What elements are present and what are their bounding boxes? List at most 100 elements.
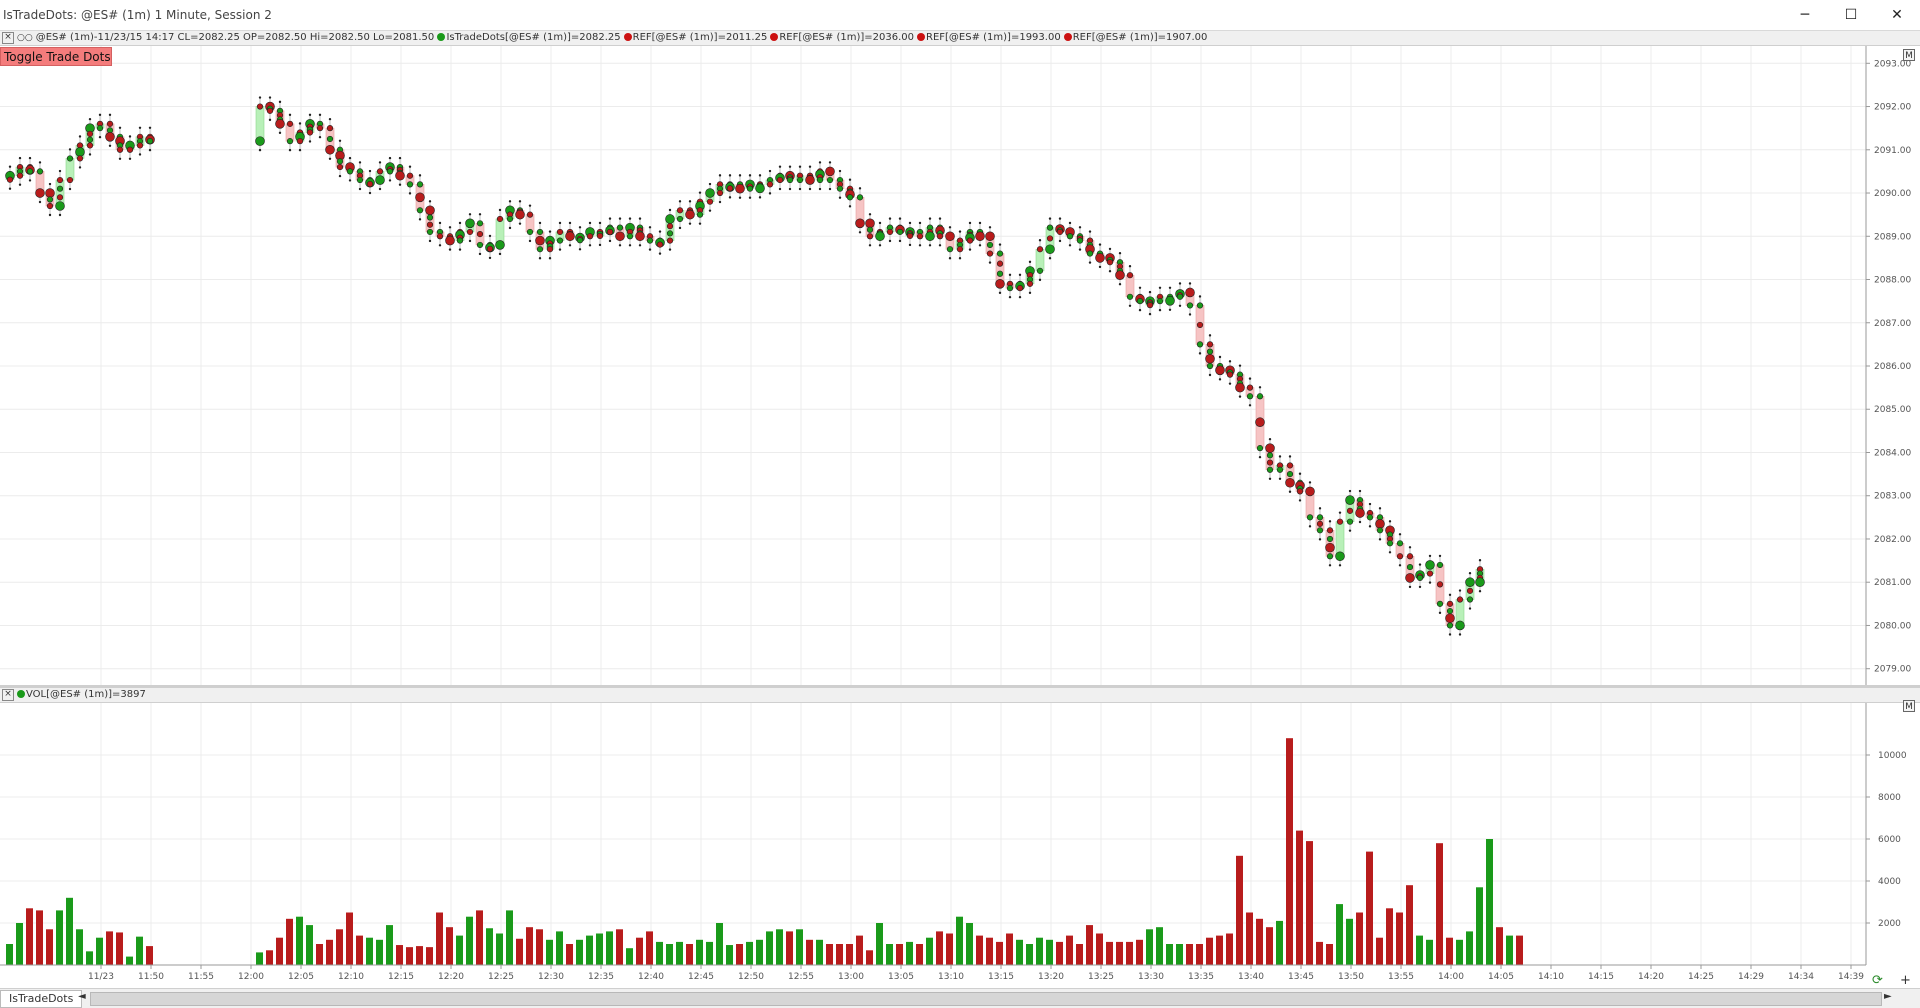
volume-bar — [386, 925, 393, 965]
volume-bar — [376, 939, 383, 965]
price-tick-label: 2085.00 — [1874, 405, 1911, 415]
trade-dot — [1316, 520, 1324, 527]
price-tick-label: 2093.00 — [1874, 59, 1911, 69]
link-icon[interactable]: ○○ — [17, 33, 33, 43]
trade-dot — [476, 220, 484, 227]
trade-dot — [35, 188, 45, 198]
tick-dot — [768, 169, 772, 173]
trade-dot — [1406, 553, 1414, 560]
toggle-trade-dots-button[interactable]: Toggle Trade Dots — [0, 47, 112, 66]
study-dot-icon — [1063, 33, 1072, 41]
trade-dot — [696, 211, 704, 218]
tick-dot — [848, 205, 852, 208]
volume-bar — [546, 939, 553, 965]
price-tick-label: 2086.00 — [1874, 362, 1911, 372]
tick-dot — [668, 208, 672, 212]
close-icon[interactable]: ✕ — [1891, 7, 1903, 23]
scroll-left-icon[interactable]: ◄ — [78, 991, 86, 1002]
scroll-right-icon[interactable]: ► — [1884, 991, 1892, 1002]
trade-dot — [376, 168, 384, 175]
volume-bar — [426, 947, 433, 965]
tick-dot — [1068, 221, 1072, 225]
tick-dot — [358, 187, 362, 191]
tick-dot — [78, 166, 82, 169]
tick-dot — [438, 221, 442, 225]
tick-dot — [1298, 499, 1302, 502]
tick-dot — [518, 200, 522, 203]
trade-dot — [766, 181, 774, 188]
tick-dot — [1198, 295, 1202, 298]
trade-dot — [406, 181, 414, 188]
tick-dot — [758, 196, 762, 199]
trade-dot — [46, 202, 54, 210]
close-volume-pane-icon[interactable]: × — [2, 689, 14, 701]
trade-dot — [1196, 302, 1204, 309]
trade-dot — [1446, 607, 1454, 615]
volume-bar — [796, 929, 803, 965]
volume-bar — [1186, 944, 1193, 965]
volume-bar — [996, 941, 1003, 965]
trade-dot — [615, 231, 625, 242]
tick-dot — [658, 230, 662, 233]
volume-bar — [146, 946, 153, 965]
trade-dot — [1305, 486, 1315, 497]
time-tick-label: 12:20 — [438, 972, 464, 982]
maximize-icon[interactable]: ☐ — [1844, 7, 1858, 23]
trade-dot — [1235, 382, 1245, 393]
trade-dot — [755, 183, 765, 194]
tick-dot — [1108, 270, 1112, 273]
volume-bar — [1216, 935, 1223, 965]
volume-bar — [136, 936, 143, 965]
tick-dot — [28, 156, 32, 160]
trade-dot — [906, 232, 914, 240]
trade-dot — [496, 215, 504, 223]
trade-dot — [1445, 613, 1455, 624]
trade-dot — [515, 209, 525, 220]
close-pane-icon[interactable]: × — [2, 32, 14, 44]
tick-dot — [148, 148, 152, 152]
trade-dot — [1016, 285, 1024, 292]
zoom-in-icon[interactable]: + — [1900, 973, 1911, 988]
pane-divider[interactable] — [0, 685, 1920, 688]
trade-dot — [56, 185, 64, 192]
tick-dot — [388, 156, 392, 160]
trade-dot — [416, 207, 424, 214]
tick-dot — [1148, 290, 1152, 294]
volume-bar — [1056, 941, 1063, 965]
trade-dot — [136, 142, 144, 149]
time-tick-label: 14:10 — [1538, 972, 1564, 982]
trade-dot — [336, 158, 344, 165]
tick-dot — [698, 191, 702, 194]
minimize-icon[interactable]: ─ — [1800, 7, 1810, 23]
volume-bar — [506, 910, 513, 965]
trade-dot — [865, 218, 875, 229]
trade-dot — [1046, 235, 1054, 242]
volume-m-button[interactable]: M — [1903, 700, 1915, 712]
tick-dot — [468, 239, 472, 243]
chart-tab[interactable]: IsTradeDots — [0, 990, 83, 1008]
horizontal-scrollbar[interactable] — [90, 992, 1882, 1006]
time-tick-label: 13:20 — [1038, 972, 1064, 982]
trade-dot — [1446, 600, 1454, 607]
tick-dot — [568, 221, 572, 225]
price-m-button[interactable]: M — [1903, 49, 1915, 61]
volume-bar — [256, 952, 263, 965]
tick-dot — [1248, 404, 1252, 407]
trade-dot — [1136, 298, 1144, 305]
trade-dot — [1426, 570, 1434, 577]
tick-dot — [428, 239, 432, 243]
trade-dot — [255, 136, 265, 146]
time-tick-label: 12:05 — [288, 972, 314, 982]
trade-dot — [896, 228, 904, 236]
volume-pane[interactable]: 10000 8000 6000 4000 2000 11/23 11:50 11:55 12:… — [0, 703, 1920, 988]
tick-dot — [308, 140, 312, 143]
refresh-icon[interactable]: ⟳ — [1872, 973, 1883, 988]
tick-dot — [1118, 282, 1122, 286]
study-legend: IsTradeDots[@ES# (1m)]=2082.25 REF[@ES# (… — [437, 32, 1210, 43]
trade-dot — [1146, 302, 1154, 309]
price-pane[interactable]: 2093.00 2092.00 2091.00 2090.00 2089.00 2088.… — [0, 46, 1920, 686]
tick-dot — [98, 113, 102, 117]
trade-dot — [706, 198, 714, 205]
tick-dot — [888, 239, 892, 243]
volume-bar — [1356, 912, 1363, 965]
